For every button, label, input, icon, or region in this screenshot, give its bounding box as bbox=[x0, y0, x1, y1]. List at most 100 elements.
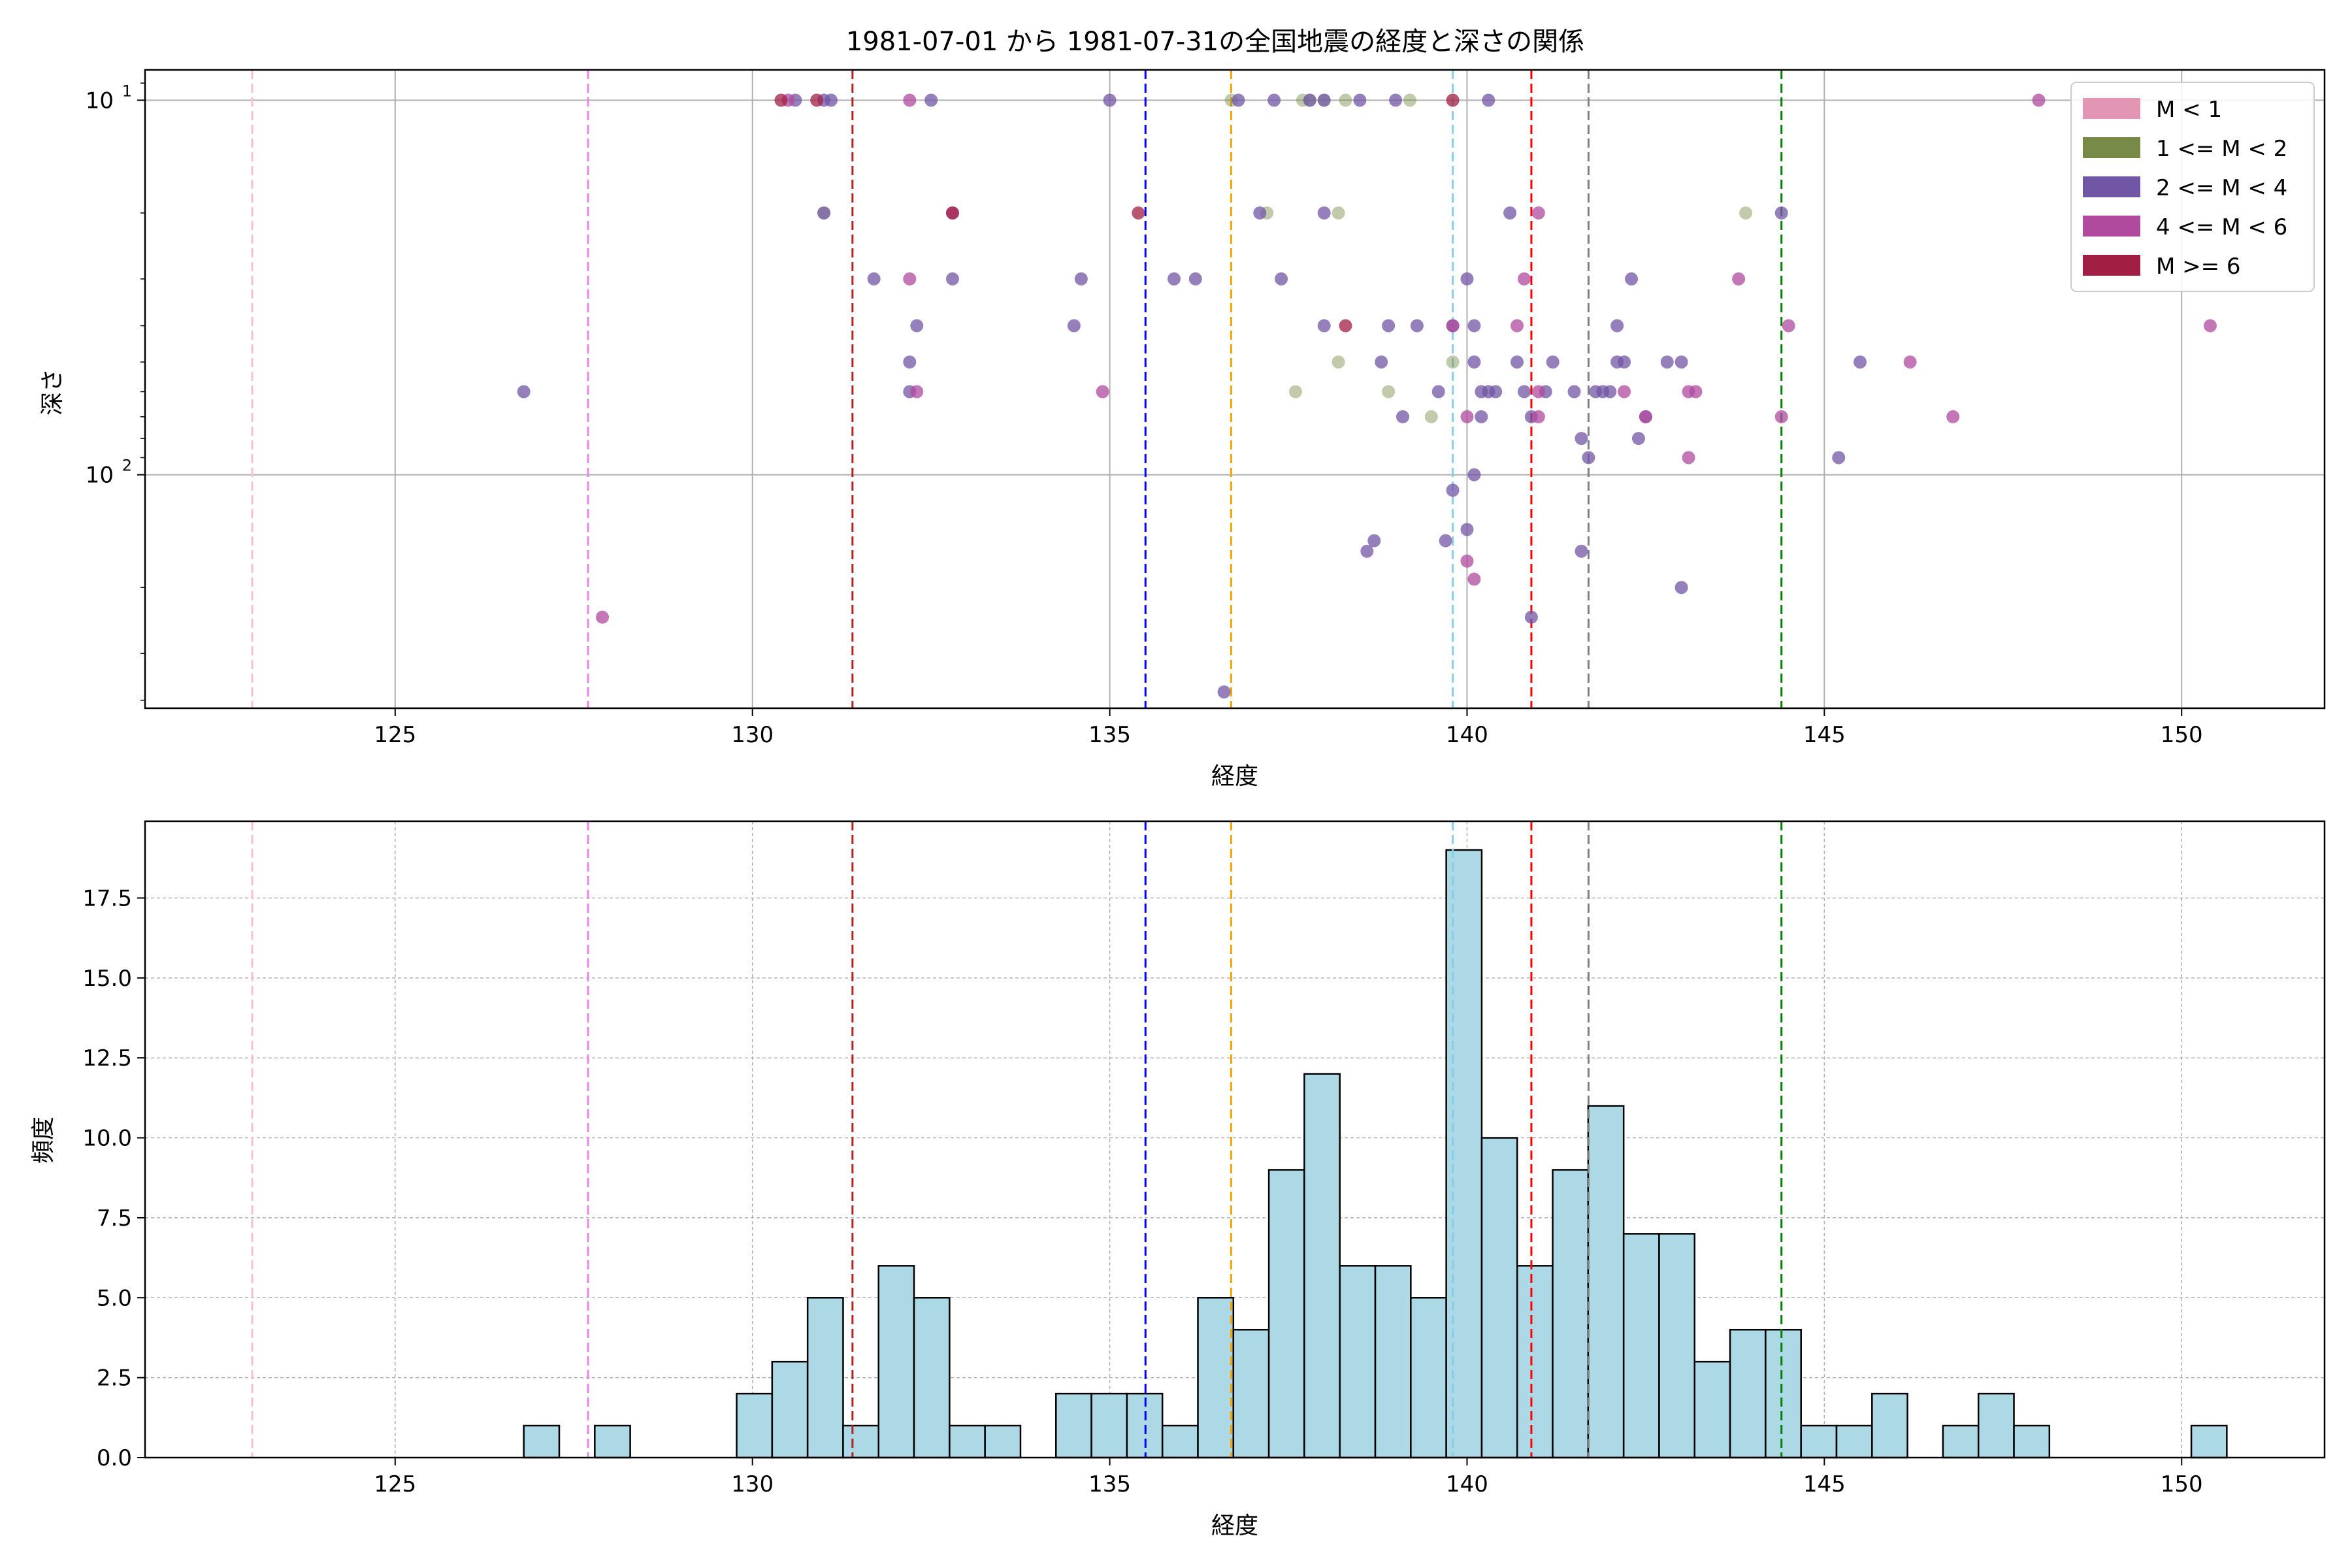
scatter-point bbox=[1317, 319, 1331, 333]
scatter-point bbox=[2032, 93, 2046, 107]
scatter-point bbox=[1353, 93, 1367, 107]
histogram-bar bbox=[594, 1424, 631, 1459]
scatter-point bbox=[910, 319, 924, 333]
scatter-point bbox=[1511, 319, 1524, 333]
scatter-point bbox=[867, 272, 881, 286]
scatter-point bbox=[1331, 206, 1345, 220]
histogram-bar bbox=[984, 1424, 1022, 1459]
scatter-point bbox=[1854, 355, 1867, 369]
scatter-point bbox=[1682, 451, 1695, 465]
histogram-bar bbox=[1765, 1328, 1802, 1459]
scatter-point bbox=[1253, 206, 1267, 220]
scatter-point bbox=[2203, 319, 2217, 333]
histogram-bar bbox=[1161, 1424, 1199, 1459]
scatter-point bbox=[1575, 432, 1588, 446]
histogram-bar bbox=[1303, 1073, 1341, 1459]
scatter-point bbox=[1946, 410, 1960, 423]
histogram-y-tick-label: 10.0 bbox=[82, 1126, 132, 1152]
scatter-point bbox=[1467, 355, 1481, 369]
scatter-point bbox=[903, 93, 917, 107]
scatter-point bbox=[1339, 93, 1352, 107]
scatter-point bbox=[817, 206, 831, 220]
histogram-bar bbox=[1622, 1233, 1660, 1459]
scatter-point bbox=[1232, 93, 1245, 107]
scatter-point bbox=[1382, 319, 1396, 333]
scatter-point bbox=[1689, 385, 1703, 399]
histogram-x-tick-label: 130 bbox=[731, 1471, 774, 1497]
histogram-bar bbox=[1729, 1328, 1767, 1459]
histogram-bar bbox=[1445, 849, 1483, 1459]
histogram-bar bbox=[1977, 1392, 2015, 1459]
legend-label: M < 1 bbox=[2156, 97, 2222, 123]
scatter-point bbox=[1517, 272, 1531, 286]
scatter-x-tick-label: 145 bbox=[1803, 722, 1846, 748]
legend-swatch bbox=[2083, 255, 2140, 276]
scatter-point bbox=[1074, 272, 1088, 286]
scatter-x-tick-label: 140 bbox=[1446, 722, 1488, 748]
scatter-point bbox=[1288, 385, 1302, 399]
scatter-point bbox=[1531, 410, 1545, 423]
histogram-y-tick-label: 5.0 bbox=[97, 1285, 132, 1311]
scatter-plot-frame bbox=[144, 69, 2326, 710]
histogram-bar bbox=[949, 1424, 986, 1459]
scatter-x-axis-label: 経度 bbox=[1211, 763, 1258, 790]
scatter-point bbox=[1446, 355, 1460, 369]
scatter-point bbox=[1103, 93, 1117, 107]
histogram-y-tick-label: 17.5 bbox=[82, 885, 132, 911]
scatter-point bbox=[1531, 206, 1545, 220]
scatter-point bbox=[924, 93, 938, 107]
scatter-point bbox=[1531, 385, 1545, 399]
scatter-point bbox=[1903, 355, 1917, 369]
histogram-bar bbox=[1232, 1328, 1270, 1459]
scatter-point bbox=[596, 610, 610, 624]
scatter-point bbox=[1403, 93, 1416, 107]
scatter-point bbox=[1446, 319, 1460, 333]
histogram-x-tick-label: 145 bbox=[1803, 1471, 1846, 1497]
legend-label: 2 <= M < 4 bbox=[2156, 175, 2287, 201]
scatter-point bbox=[945, 272, 959, 286]
histogram-ticks: 125 130 135 140 145 150 0.0 2.5 5.0 7.5 10.0 12.5 15… bbox=[82, 885, 2202, 1497]
scatter-grid bbox=[145, 70, 2325, 708]
scatter-x-tick-label: 150 bbox=[2161, 722, 2203, 748]
scatter-point bbox=[1660, 355, 1674, 369]
scatter-y-tick-exponent: 1 bbox=[122, 82, 132, 100]
scatter-y-tick-exponent: 2 bbox=[122, 457, 132, 475]
scatter-point bbox=[1431, 385, 1445, 399]
histogram-bar bbox=[771, 1360, 809, 1459]
scatter-point bbox=[1410, 319, 1424, 333]
histogram-y-axis-label: 頻度 bbox=[30, 1117, 57, 1164]
histogram-bar bbox=[1835, 1424, 1873, 1459]
scatter-point bbox=[1631, 432, 1645, 446]
scatter-y-tick-label: 10 bbox=[86, 88, 114, 114]
scatter-point bbox=[910, 385, 924, 399]
scatter-legend-box bbox=[2070, 82, 2315, 292]
histogram-bar bbox=[1197, 1297, 1235, 1459]
scatter-point bbox=[1317, 93, 1331, 107]
scatter-point bbox=[1389, 93, 1403, 107]
scatter-point bbox=[825, 93, 838, 107]
scatter-point bbox=[1446, 483, 1460, 497]
scatter-point bbox=[1618, 355, 1631, 369]
histogram-bar bbox=[1516, 1265, 1554, 1459]
scatter-point bbox=[1489, 385, 1503, 399]
scatter-x-tick-label: 125 bbox=[374, 722, 416, 748]
scatter-point bbox=[1460, 272, 1474, 286]
histogram-bar bbox=[1480, 1137, 1518, 1459]
histogram-bars bbox=[523, 849, 2228, 1459]
scatter-point bbox=[1382, 385, 1396, 399]
scatter-point bbox=[1275, 272, 1288, 286]
histogram-bar bbox=[2190, 1424, 2228, 1459]
legend-swatch bbox=[2083, 137, 2140, 158]
scatter-point bbox=[1618, 385, 1631, 399]
scatter-point bbox=[1267, 93, 1281, 107]
scatter-point bbox=[1339, 319, 1352, 333]
histogram-bar bbox=[1339, 1265, 1377, 1459]
scatter-reference-lines bbox=[251, 70, 1783, 708]
histogram-x-tick-label: 150 bbox=[2161, 1471, 2203, 1497]
figure-title: 1981-07-01 から 1981-07-31の全国地震の経度と深さの関係 bbox=[846, 27, 1584, 57]
legend-label: 4 <= M < 6 bbox=[2156, 214, 2287, 240]
scatter-point bbox=[1774, 410, 1788, 423]
scatter-panel: 125 130 135 140 145 150 10 1 10 2 経度 深さ M < 1 1 <=… bbox=[39, 69, 2326, 790]
histogram-bar bbox=[913, 1297, 951, 1459]
